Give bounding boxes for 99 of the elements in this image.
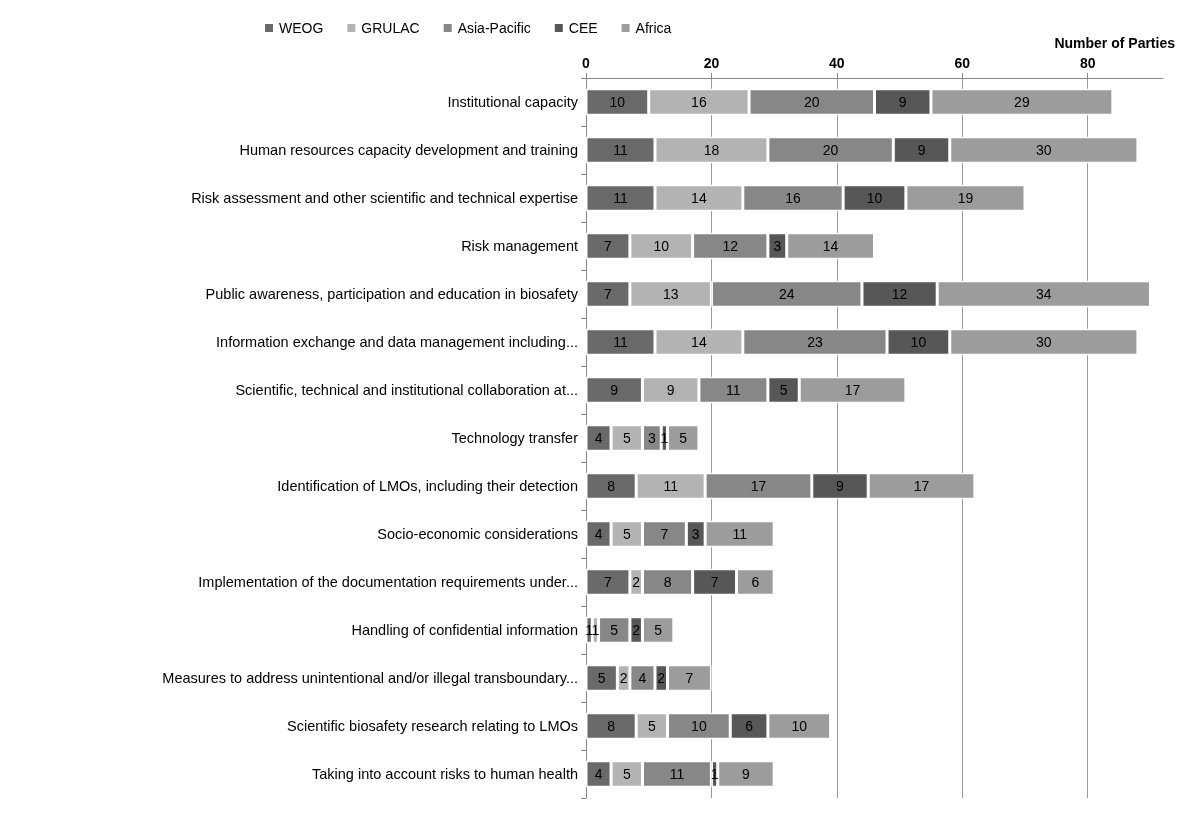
data-label: 2 — [632, 574, 641, 590]
data-label: 9 — [742, 766, 751, 782]
legend-label: WEOG — [279, 20, 324, 36]
data-label: 19 — [957, 190, 974, 206]
data-label: 4 — [594, 430, 603, 446]
y-tick-label: Institutional capacity — [447, 94, 579, 110]
data-label: 10 — [691, 718, 707, 734]
y-tick-label: Identification of LMOs, including their detection — [277, 478, 578, 494]
data-label: 9 — [666, 382, 675, 398]
data-label: 23 — [807, 334, 823, 350]
data-label: 3 — [647, 430, 656, 446]
x-tick-label: 40 — [829, 55, 845, 71]
data-label: 5 — [622, 766, 631, 782]
data-label: 4 — [638, 670, 647, 686]
legend-label: GRULAC — [361, 20, 420, 36]
data-label: 6 — [745, 718, 754, 734]
data-label: 7 — [604, 238, 613, 254]
data-label: 7 — [660, 526, 669, 542]
data-label: 5 — [610, 622, 619, 638]
data-label: 9 — [836, 478, 845, 494]
y-tick-label: Risk management — [461, 238, 578, 254]
data-label: 3 — [773, 238, 782, 254]
data-label: 14 — [822, 238, 839, 254]
data-label: 1 — [585, 622, 594, 638]
data-label: 8 — [663, 574, 672, 590]
legend-label: CEE — [568, 20, 598, 36]
y-tick-label: Socio-economic considerations — [377, 526, 578, 542]
x-tick-label: 80 — [1079, 55, 1096, 71]
data-label: 18 — [703, 142, 720, 158]
x-tick-label: 60 — [954, 55, 971, 71]
y-tick-label: Information exchange and data management including... — [216, 334, 578, 350]
data-label: 30 — [1036, 334, 1052, 350]
data-label: 1 — [591, 622, 600, 638]
y-tick-label: Risk assessment and other scientific and technical expertise — [191, 190, 578, 206]
data-label: 10 — [609, 94, 626, 110]
y-tick-label: Scientific biosafety research relating to LMOs — [287, 718, 578, 734]
data-label: 11 — [613, 334, 628, 350]
data-label: 11 — [613, 190, 628, 206]
data-label: 7 — [710, 574, 719, 590]
data-label: 7 — [604, 286, 613, 302]
data-label: 2 — [657, 670, 666, 686]
data-label: 14 — [691, 190, 707, 206]
data-label: 8 — [607, 718, 616, 734]
data-label: 5 — [597, 670, 606, 686]
data-label: 17 — [913, 478, 930, 494]
data-label: 14 — [691, 334, 707, 350]
data-label: 11 — [663, 478, 679, 494]
data-label: 7 — [685, 670, 694, 686]
data-label: 6 — [751, 574, 760, 590]
y-tick-label: Human resources capacity development and training — [239, 142, 578, 158]
data-label: 10 — [910, 334, 927, 350]
data-label: 17 — [844, 382, 861, 398]
data-label: 12 — [722, 238, 739, 254]
data-label: 20 — [803, 94, 820, 110]
x-axis-title: Number of Parties — [1054, 35, 1176, 51]
data-label: 5 — [654, 622, 663, 638]
data-label: 4 — [594, 766, 603, 782]
legend-label: Asia-Pacific — [457, 20, 531, 36]
data-label: 5 — [679, 430, 688, 446]
y-tick-label: Handling of confidential information — [351, 622, 578, 638]
y-tick-label: Implementation of the documentation requirements under... — [198, 574, 578, 590]
y-tick-label: Measures to address unintentional and/or illegal transboundary... — [162, 670, 578, 686]
data-label: 3 — [691, 526, 700, 542]
data-label: 30 — [1036, 142, 1052, 158]
data-label: 20 — [822, 142, 839, 158]
data-label: 2 — [632, 622, 641, 638]
data-label: 34 — [1036, 286, 1052, 302]
data-label: 5 — [779, 382, 788, 398]
data-label: 10 — [791, 718, 808, 734]
data-label: 16 — [785, 190, 801, 206]
y-tick-label: Scientific, technical and institutional collaboration at... — [235, 382, 578, 398]
data-label: 11 — [669, 766, 685, 782]
data-label: 5 — [622, 430, 631, 446]
data-label: 29 — [1014, 94, 1030, 110]
data-label: 11 — [613, 142, 628, 158]
data-label: 9 — [610, 382, 619, 398]
y-tick-label: Public awareness, participation and education in biosafety — [205, 286, 579, 302]
data-label: 7 — [604, 574, 613, 590]
data-label: 10 — [866, 190, 883, 206]
data-label: 9 — [898, 94, 907, 110]
y-tick-label: Taking into account risks to human health — [312, 766, 578, 782]
x-tick-label: 0 — [582, 55, 591, 71]
data-label: 9 — [917, 142, 926, 158]
data-label: 11 — [732, 526, 748, 542]
data-label: 12 — [891, 286, 908, 302]
data-label: 5 — [647, 718, 656, 734]
data-label: 11 — [726, 382, 741, 398]
data-label: 16 — [691, 94, 707, 110]
data-label: 17 — [750, 478, 767, 494]
data-label: 10 — [653, 238, 670, 254]
data-label: 13 — [662, 286, 679, 302]
data-label: 24 — [778, 286, 795, 302]
data-label: 4 — [594, 526, 603, 542]
legend-label: Africa — [635, 20, 672, 36]
y-tick-label: Technology transfer — [451, 430, 579, 446]
data-label: 5 — [622, 526, 631, 542]
x-tick-label: 20 — [703, 55, 720, 71]
data-label: 8 — [607, 478, 616, 494]
data-label: 2 — [619, 670, 628, 686]
